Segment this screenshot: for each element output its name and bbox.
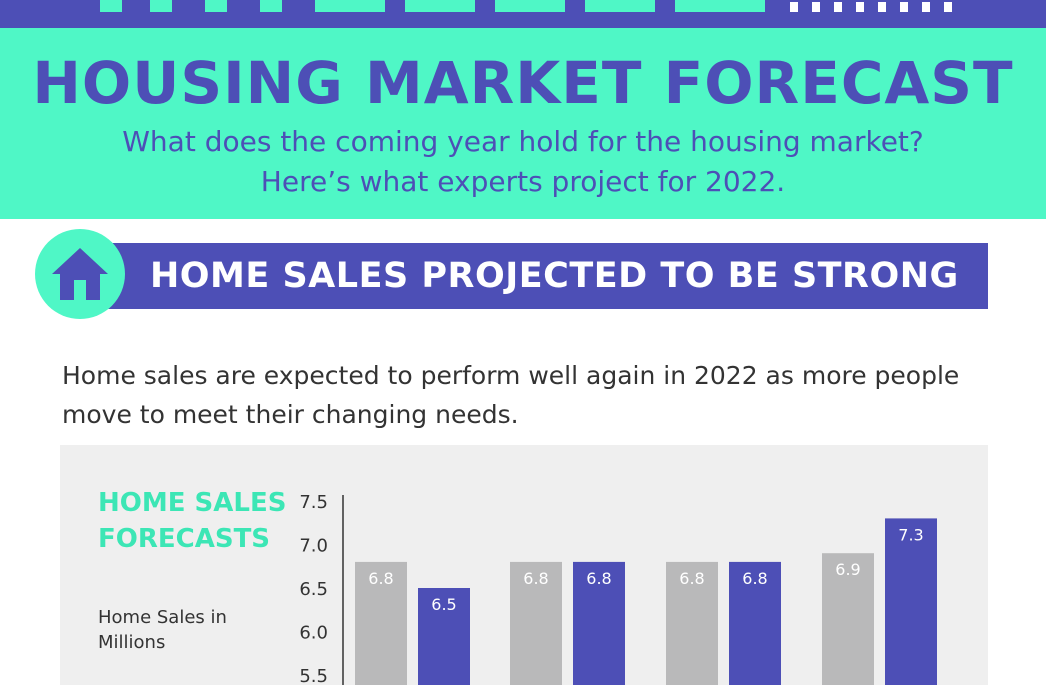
chart-panel: HOME SALES FORECASTS Home Sales in Milli… bbox=[60, 445, 988, 685]
y-tick-label: 6.0 bbox=[299, 623, 328, 644]
year-numeral-fragment bbox=[495, 0, 565, 12]
year-numeral-fragment bbox=[260, 0, 282, 12]
decor-dot bbox=[900, 2, 908, 12]
house-icon bbox=[52, 248, 108, 300]
bar bbox=[510, 561, 562, 685]
bar-value-label: 6.8 bbox=[523, 569, 548, 588]
y-tick-label: 6.5 bbox=[299, 579, 328, 600]
header: HOUSING MARKET FORECAST What does the co… bbox=[0, 28, 1046, 219]
subtitle-line-1: What does the coming year hold for the h… bbox=[122, 125, 924, 158]
top-strip bbox=[0, 0, 1046, 28]
year-numeral-fragment bbox=[405, 0, 475, 12]
decor-dot bbox=[856, 2, 864, 12]
bar bbox=[885, 518, 937, 685]
year-numeral-fragment bbox=[205, 0, 227, 12]
bar-value-label: 6.9 bbox=[835, 560, 860, 579]
bar-value-label: 6.5 bbox=[431, 595, 456, 614]
bar-chart: 7.5 7.0 6.5 6.0 5.5 6.8 6.5 6.8 6.8 6.8 6.8 6.9 7.3 bbox=[299, 492, 937, 685]
bar bbox=[573, 561, 625, 685]
bar-value-label: 6.8 bbox=[368, 569, 393, 588]
subtitle-line-2: Here’s what experts project for 2022. bbox=[260, 165, 786, 198]
chart-title: HOME SALES FORECASTS bbox=[98, 488, 287, 554]
year-numeral-fragment bbox=[675, 0, 765, 12]
year-numeral-fragment bbox=[100, 0, 122, 12]
decor-dot bbox=[834, 2, 842, 12]
bar bbox=[355, 561, 407, 685]
bar bbox=[729, 561, 781, 685]
section-title: HOME SALES PROJECTED TO BE STRONG bbox=[150, 256, 959, 296]
y-tick-label: 5.5 bbox=[299, 666, 328, 685]
bar-value-label: 7.3 bbox=[898, 525, 923, 544]
bar bbox=[822, 553, 874, 685]
bar-value-label: 6.8 bbox=[679, 569, 704, 588]
year-numeral-fragment bbox=[150, 0, 172, 12]
intro-paragraph: Home sales are expected to perform well … bbox=[62, 361, 960, 429]
decor-dot bbox=[812, 2, 820, 12]
bar-value-label: 6.8 bbox=[586, 569, 611, 588]
decor-dot bbox=[878, 2, 886, 12]
y-tick-label: 7.0 bbox=[299, 536, 328, 557]
year-numeral-fragment bbox=[585, 0, 655, 12]
page-title: HOUSING MARKET FORECAST bbox=[32, 49, 1014, 117]
bar bbox=[418, 588, 470, 685]
house-icon-badge bbox=[35, 229, 125, 319]
bar-value-label: 6.8 bbox=[742, 569, 767, 588]
decor-dot bbox=[790, 2, 798, 12]
decor-dot bbox=[944, 2, 952, 12]
year-numeral-fragment bbox=[315, 0, 385, 12]
section-banner: HOME SALES PROJECTED TO BE STRONG bbox=[80, 243, 988, 309]
bar bbox=[666, 561, 718, 685]
y-tick-label: 7.5 bbox=[299, 492, 328, 513]
y-axis-label: Home Sales in Millions bbox=[98, 607, 227, 653]
decor-dot bbox=[922, 2, 930, 12]
